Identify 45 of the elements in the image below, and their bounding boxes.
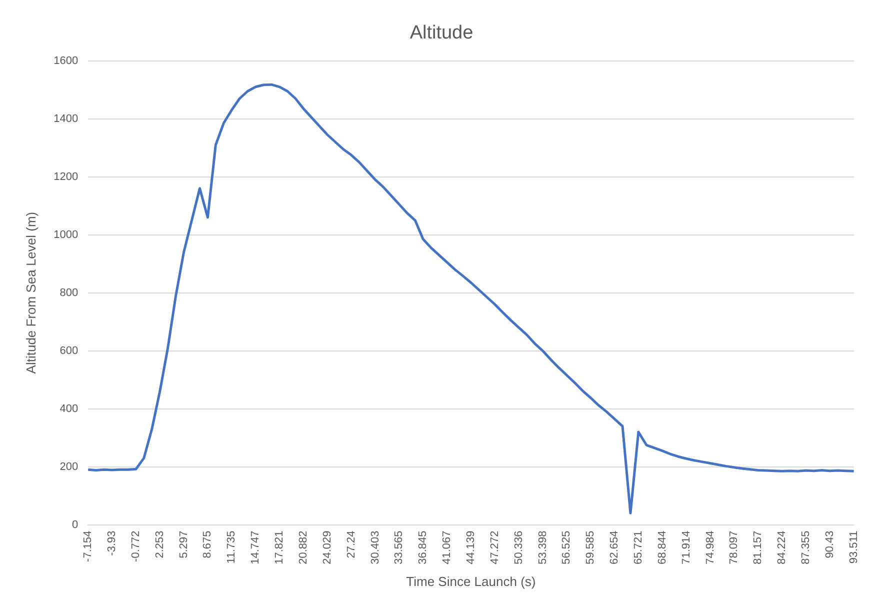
- x-tick-label: 30.403: [369, 530, 382, 564]
- x-tick-label: 59.585: [584, 530, 597, 564]
- y-tick-label: 400: [60, 402, 78, 415]
- y-axis-title: Altitude From Sea Level (m): [23, 212, 38, 374]
- x-tick-label: 68.844: [656, 530, 668, 564]
- x-tick-label: 81.157: [752, 530, 764, 564]
- x-tick-label: -0.772: [130, 530, 142, 562]
- y-tick-label: 1400: [54, 112, 78, 125]
- y-tick-label: 800: [60, 286, 78, 299]
- x-tick-label: 84.224: [776, 530, 788, 564]
- x-tick-label: 93.511: [848, 530, 860, 564]
- x-tick-label: 47.272: [488, 530, 501, 564]
- x-tick-label: 8.675: [202, 530, 214, 558]
- x-tick-label: 56.525: [560, 530, 573, 564]
- y-tick-label: 200: [60, 460, 78, 473]
- chart-title: Altitude: [410, 22, 474, 44]
- x-tick-label: 53.398: [536, 530, 549, 564]
- x-tick-label: 24.029: [321, 530, 334, 564]
- x-tick-label: 90.43: [824, 530, 836, 558]
- x-tick-label: 11.735: [226, 530, 238, 564]
- x-axis-title: Time Since Launch (s): [406, 574, 536, 589]
- x-tick-label: 41.067: [441, 530, 454, 564]
- x-tick-label: 78.097: [728, 530, 740, 564]
- y-tick-label: 1000: [54, 228, 78, 241]
- x-tick-label: 62.654: [608, 530, 621, 564]
- y-tick-label: 600: [60, 344, 78, 357]
- x-tick-label: 27.24: [345, 530, 358, 558]
- x-tick-label: 65.721: [632, 530, 644, 564]
- x-tick-label: 50.336: [512, 530, 525, 564]
- y-tick-label: 0: [72, 518, 78, 531]
- x-tick-label: 87.355: [800, 530, 812, 564]
- x-tick-label: 74.984: [704, 530, 716, 564]
- x-tick-label: 20.882: [297, 530, 310, 564]
- x-tick-label: -3.93: [106, 530, 118, 556]
- x-tick-label: 2.253: [154, 530, 166, 558]
- x-tick-label: 36.845: [417, 530, 430, 564]
- x-tick-label: -7.154: [82, 530, 94, 562]
- x-tick-label: 44.139: [464, 530, 477, 564]
- x-tick-label: 14.747: [250, 530, 262, 564]
- x-tick-label: 33.565: [393, 530, 406, 564]
- x-tick-label: 5.297: [178, 530, 190, 558]
- y-tick-label: 1600: [54, 54, 78, 67]
- x-tick-label: 71.914: [680, 530, 692, 564]
- y-tick-label: 1200: [54, 170, 78, 183]
- x-tick-label: 17.821: [274, 530, 286, 564]
